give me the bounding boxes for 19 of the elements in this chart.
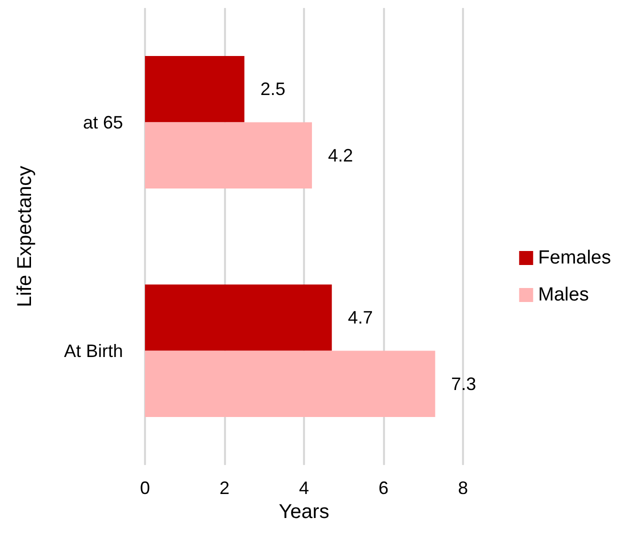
x-tick-label: 6 xyxy=(378,478,389,498)
bar xyxy=(145,56,244,122)
legend-label: Males xyxy=(538,284,589,306)
y-tick-label: At Birth xyxy=(64,340,123,361)
bar xyxy=(145,122,312,189)
x-axis-title: Years xyxy=(278,500,330,523)
y-tick-label: at 65 xyxy=(82,112,123,132)
data-label: 2.5 xyxy=(260,79,286,100)
data-label: 4.7 xyxy=(348,308,373,328)
data-label: 7.3 xyxy=(451,374,476,394)
x-tick-label: 0 xyxy=(140,478,150,498)
data-label: 4.2 xyxy=(328,145,353,166)
legend-label: Females xyxy=(538,248,612,268)
bar xyxy=(145,284,332,351)
y-axis-title: Life Expectancy xyxy=(14,166,36,308)
x-tick-label: 2 xyxy=(219,478,230,498)
bar xyxy=(145,350,436,418)
x-tick-label: 8 xyxy=(458,478,468,498)
x-tick-label: 4 xyxy=(298,478,310,498)
